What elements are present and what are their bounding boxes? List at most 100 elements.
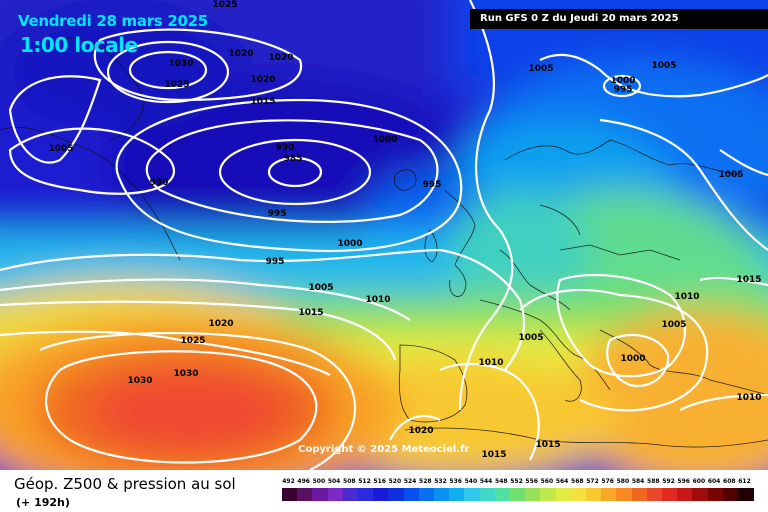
- isobar-label: 1000: [337, 239, 362, 249]
- scale-tick: 580: [616, 478, 630, 485]
- scale-tick: 524: [403, 478, 417, 485]
- scale-swatch: [479, 488, 496, 501]
- isobar-label: 1020: [208, 319, 233, 329]
- isobar-label: 1015: [298, 308, 323, 318]
- scale-swatch: [722, 488, 739, 501]
- scale-swatch: [388, 488, 405, 501]
- scale-swatch: [342, 488, 359, 501]
- scale-swatch: [586, 488, 602, 501]
- scale-swatch: [555, 488, 572, 501]
- isobar-label: 995: [266, 257, 285, 267]
- isobar-label: 1010: [365, 295, 390, 305]
- scale-tick: 584: [631, 478, 645, 485]
- isobar-label: 990: [150, 178, 169, 188]
- isobar-label: 1005: [308, 283, 333, 293]
- color-scale: 492 496 500 504 508 512 516 520 524 528 532 536 540 5…: [282, 478, 754, 502]
- isobar-label: 995: [423, 180, 442, 190]
- forecast-map: 1025 1020 1020 1030 1025 1020 1015 1005 …: [0, 0, 768, 470]
- scale-tick: 612: [738, 478, 751, 485]
- isobar-label: 1030: [168, 59, 193, 69]
- scale-swatch: [282, 488, 298, 501]
- scale-swatch: [601, 488, 617, 501]
- scale-swatch: [434, 488, 450, 501]
- scale-tick: 596: [677, 478, 690, 485]
- isobar-label: 1005: [518, 333, 543, 343]
- legend-bar: Géop. Z500 & pression au sol (+ 192h) 49…: [0, 470, 768, 512]
- scale-swatch: [403, 488, 420, 501]
- scale-swatch: [525, 488, 541, 501]
- isobars: [0, 0, 768, 470]
- scale-tick: 508: [343, 478, 356, 485]
- copyright: Copyright © 2025 Meteociel.fr: [298, 444, 470, 455]
- scale-tick: 604: [707, 478, 721, 485]
- isobar-label: 995: [614, 85, 633, 95]
- isobar-label: 1025: [212, 0, 237, 10]
- lead-time: (+ 192h): [16, 496, 70, 509]
- scale-swatch: [707, 488, 724, 501]
- local-time: 1:00 locale: [20, 33, 138, 57]
- isobar-label: 1005: [528, 64, 553, 74]
- scale-tick: 536: [449, 478, 462, 485]
- isobar-label: 1010: [674, 292, 699, 302]
- isobar-label: 1015: [250, 97, 275, 107]
- isobar-label: 1025: [180, 336, 205, 346]
- scale-tick: 548: [495, 478, 508, 485]
- parameter-title: Géop. Z500 & pression au sol: [14, 475, 236, 493]
- isobar-label: 985: [284, 154, 303, 164]
- isobar-label: 990: [276, 143, 295, 153]
- scale-tick: 564: [555, 478, 569, 485]
- scale-swatch: [494, 488, 511, 501]
- scale-tick: 552: [510, 478, 523, 485]
- scale-tick: 572: [586, 478, 599, 485]
- isobar-label: 1000: [372, 135, 397, 145]
- isobar-labels: 1025 1020 1020 1030 1025 1020 1015 1005 …: [48, 0, 761, 460]
- isobar-label: 1020: [408, 426, 433, 436]
- scale-swatch: [616, 488, 633, 501]
- isobar-label: 1005: [661, 320, 686, 330]
- scale-swatch: [464, 488, 481, 501]
- map-canvas: 1025 1020 1020 1030 1025 1020 1015 1005 …: [0, 0, 768, 470]
- scale-tick: 592: [662, 478, 675, 485]
- scale-tick: 528: [419, 478, 432, 485]
- scale-tick: 504: [327, 478, 341, 485]
- scale-swatch: [358, 488, 374, 501]
- scale-swatch: [738, 488, 754, 501]
- scale-swatch: [510, 488, 526, 501]
- scale-swatch: [692, 488, 709, 501]
- scale-tick: 556: [525, 478, 538, 485]
- scale-swatch: [418, 488, 435, 501]
- isobar-label: 1020: [250, 75, 275, 85]
- scale-swatch: [327, 488, 344, 501]
- isobar-label: 1030: [127, 376, 152, 386]
- scale-tick: 600: [692, 478, 706, 485]
- scale-swatch: [677, 488, 693, 501]
- scale-swatch: [449, 488, 465, 501]
- isobar-label: 1010: [736, 393, 761, 403]
- scale-tick: 544: [479, 478, 493, 485]
- scale-swatch: [312, 488, 329, 501]
- isobar-label: 1000: [610, 76, 635, 86]
- isobar-label: 1005: [48, 144, 73, 154]
- isobar-label: 1020: [268, 53, 293, 63]
- scale-tick: 492: [282, 478, 295, 485]
- scale-swatch: [646, 488, 663, 501]
- isobar-label: 1000: [620, 354, 645, 364]
- scale-tick: 520: [388, 478, 402, 485]
- scale-tick: 532: [434, 478, 447, 485]
- scale-tick: 588: [647, 478, 660, 485]
- isobar-label: 995: [268, 209, 287, 219]
- scale-swatch: [570, 488, 587, 501]
- isobar-label: 1025: [164, 80, 189, 90]
- isobar-label: 1015: [535, 440, 560, 450]
- run-info: Run GFS 0 Z du Jeudi 20 mars 2025: [470, 9, 768, 29]
- isobar-label: 1015: [736, 275, 761, 285]
- scale-tick: 512: [358, 478, 371, 485]
- scale-tick: 568: [571, 478, 584, 485]
- scale-swatch: [297, 488, 313, 501]
- isobar-label: 1020: [228, 49, 253, 59]
- scale-tick: 540: [464, 478, 478, 485]
- scale-tick: 496: [297, 478, 310, 485]
- valid-date: Vendredi 28 mars 2025: [18, 12, 208, 30]
- isobar-label: 1015: [481, 450, 506, 460]
- scale-tick: 608: [723, 478, 736, 485]
